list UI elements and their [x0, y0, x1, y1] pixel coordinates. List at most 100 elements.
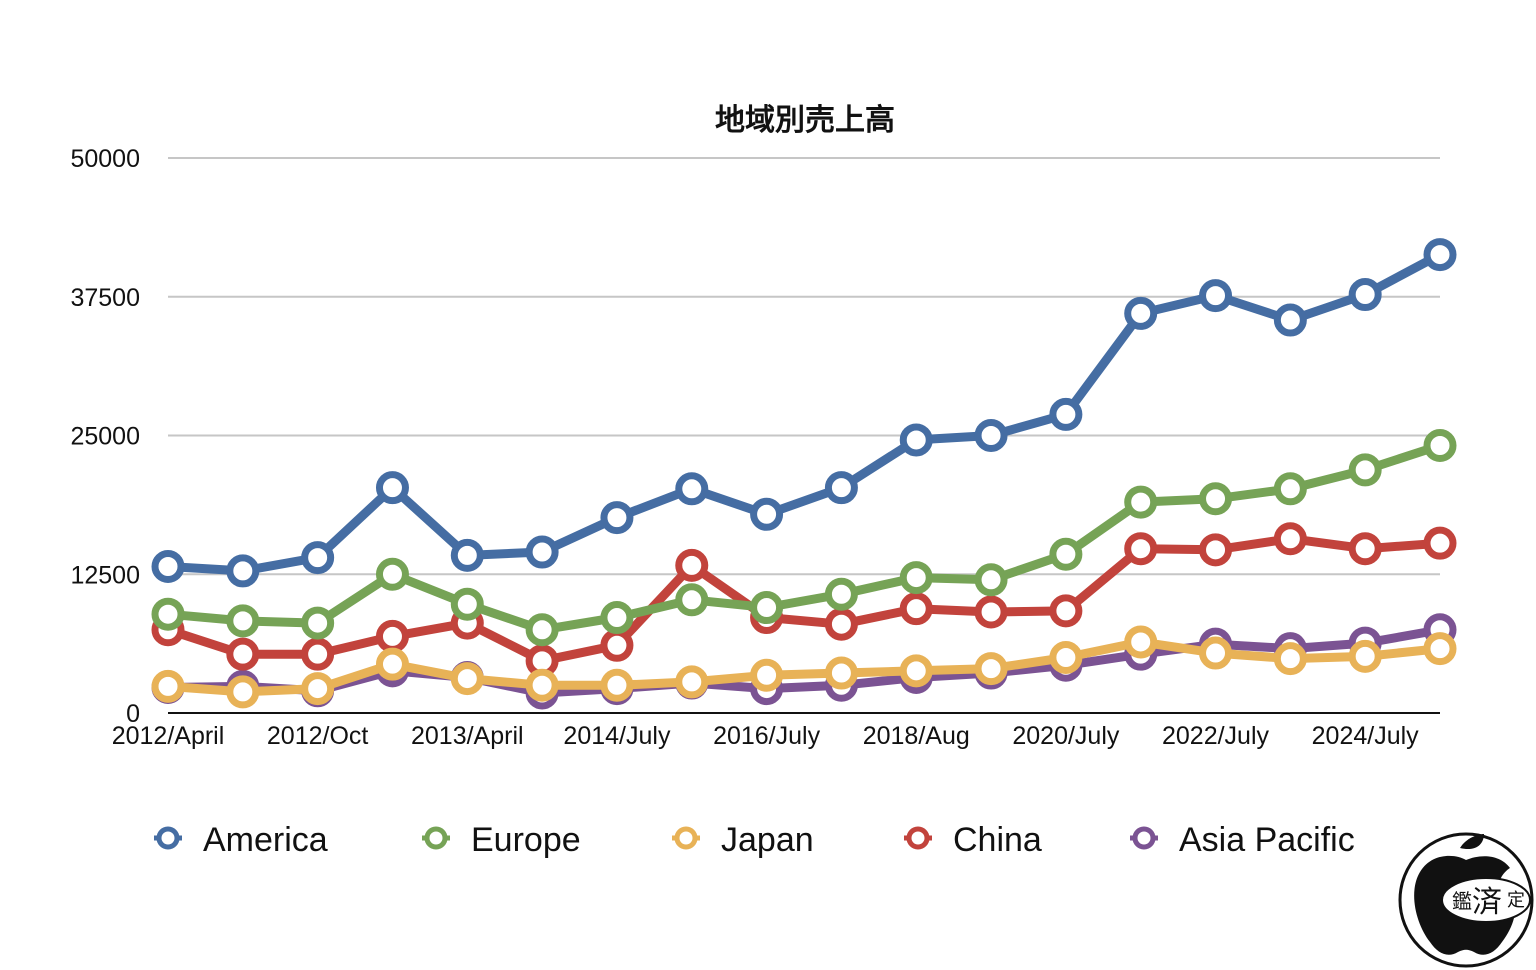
data-point	[1423, 632, 1457, 666]
data-point	[824, 577, 858, 611]
data-point	[899, 561, 933, 595]
data-point	[750, 497, 784, 531]
data-point	[525, 668, 559, 702]
y-tick-label: 25000	[70, 423, 140, 451]
y-tick-label: 12500	[70, 561, 140, 589]
x-tick-label: 2013/April	[411, 722, 524, 750]
data-point	[1049, 594, 1083, 628]
data-point	[375, 619, 409, 653]
data-point	[151, 597, 185, 631]
x-tick-label: 2012/April	[112, 722, 225, 750]
x-tick-label: 2018/Aug	[863, 722, 970, 750]
data-point	[600, 628, 634, 662]
data-point	[301, 637, 335, 671]
data-point	[600, 601, 634, 635]
data-point	[151, 669, 185, 703]
legend-label: America	[203, 821, 328, 859]
data-point	[301, 606, 335, 640]
legend-marker	[156, 826, 180, 850]
data-point	[1049, 397, 1083, 431]
data-point	[750, 591, 784, 625]
data-point	[1348, 532, 1382, 566]
legend-item-america: America	[154, 821, 328, 859]
data-point	[1199, 482, 1233, 516]
x-tick-label: 2014/July	[563, 722, 671, 750]
legend-label: Japan	[721, 821, 814, 859]
series-line	[163, 625, 1445, 698]
series-line	[163, 250, 1445, 576]
data-point	[1273, 522, 1307, 556]
badge-text-center: 済	[1472, 885, 1502, 920]
legend-label: Asia Pacific	[1179, 821, 1355, 859]
y-tick-label: 37500	[70, 284, 140, 312]
data-point	[824, 607, 858, 641]
data-point	[899, 592, 933, 626]
gridlines	[168, 157, 1440, 576]
badge-text-left: 鑑	[1452, 889, 1472, 913]
data-point	[1124, 485, 1158, 519]
x-axis-ticks: 2012/April 2012/Oct 2013/April 2014/July 201…	[112, 722, 1419, 750]
data-point	[1273, 642, 1307, 676]
legend: America Europe Japan China Asia Pacific	[154, 821, 1355, 859]
data-point	[375, 557, 409, 591]
data-point	[151, 549, 185, 583]
series-asia-pacific	[151, 613, 1457, 710]
legend-item-japan: Japan	[672, 821, 814, 859]
data-point	[1348, 639, 1382, 673]
data-point	[974, 652, 1008, 686]
legend-item-asia-pacific: Asia Pacific	[1130, 821, 1355, 859]
data-point	[1199, 636, 1233, 670]
data-point	[675, 665, 709, 699]
legend-marker	[1132, 826, 1156, 850]
data-point	[1124, 296, 1158, 330]
data-point	[1273, 472, 1307, 506]
legend-label: China	[953, 821, 1042, 859]
data-point	[1049, 537, 1083, 571]
badge-text-right: 定	[1507, 890, 1525, 911]
data-point	[824, 656, 858, 690]
data-point	[1273, 303, 1307, 337]
data-point	[1049, 641, 1083, 674]
data-point	[1348, 278, 1382, 312]
data-point	[1124, 625, 1158, 659]
x-tick-label: 2012/Oct	[267, 722, 369, 750]
legend-marker	[674, 826, 698, 850]
data-point	[1199, 533, 1233, 567]
data-point	[824, 471, 858, 505]
data-point	[675, 472, 709, 506]
x-tick-label: 2024/July	[1312, 722, 1420, 750]
x-tick-label: 2016/July	[713, 722, 821, 750]
data-point	[1423, 428, 1457, 462]
data-point	[899, 654, 933, 688]
data-point	[600, 668, 634, 702]
data-point	[226, 637, 260, 671]
data-point	[226, 554, 260, 588]
data-point	[1124, 532, 1158, 566]
watermark-badge: 鑑 済 定	[1398, 832, 1534, 968]
y-tick-label: 50000	[70, 145, 140, 173]
data-point	[226, 675, 260, 709]
data-point	[450, 538, 484, 572]
data-point	[899, 423, 933, 457]
data-point	[974, 563, 1008, 597]
y-axis-ticks: 0 12500 25000 37500 50000	[70, 145, 140, 728]
data-point	[301, 541, 335, 575]
chart-title: 地域別売上高	[715, 103, 895, 138]
data-point	[1423, 526, 1457, 560]
series-europe	[151, 428, 1457, 647]
data-point	[375, 471, 409, 505]
data-point	[450, 662, 484, 696]
data-point	[525, 613, 559, 647]
x-tick-label: 2022/July	[1162, 722, 1270, 750]
legend-item-europe: Europe	[422, 821, 581, 859]
data-point	[974, 419, 1008, 452]
series-group	[151, 238, 1457, 710]
data-point	[301, 672, 335, 706]
data-point	[675, 548, 709, 582]
y-tick-label: 0	[126, 700, 140, 728]
data-point	[675, 583, 709, 617]
legend-marker	[906, 826, 930, 850]
data-point	[1199, 279, 1233, 313]
legend-label: Europe	[471, 821, 581, 859]
